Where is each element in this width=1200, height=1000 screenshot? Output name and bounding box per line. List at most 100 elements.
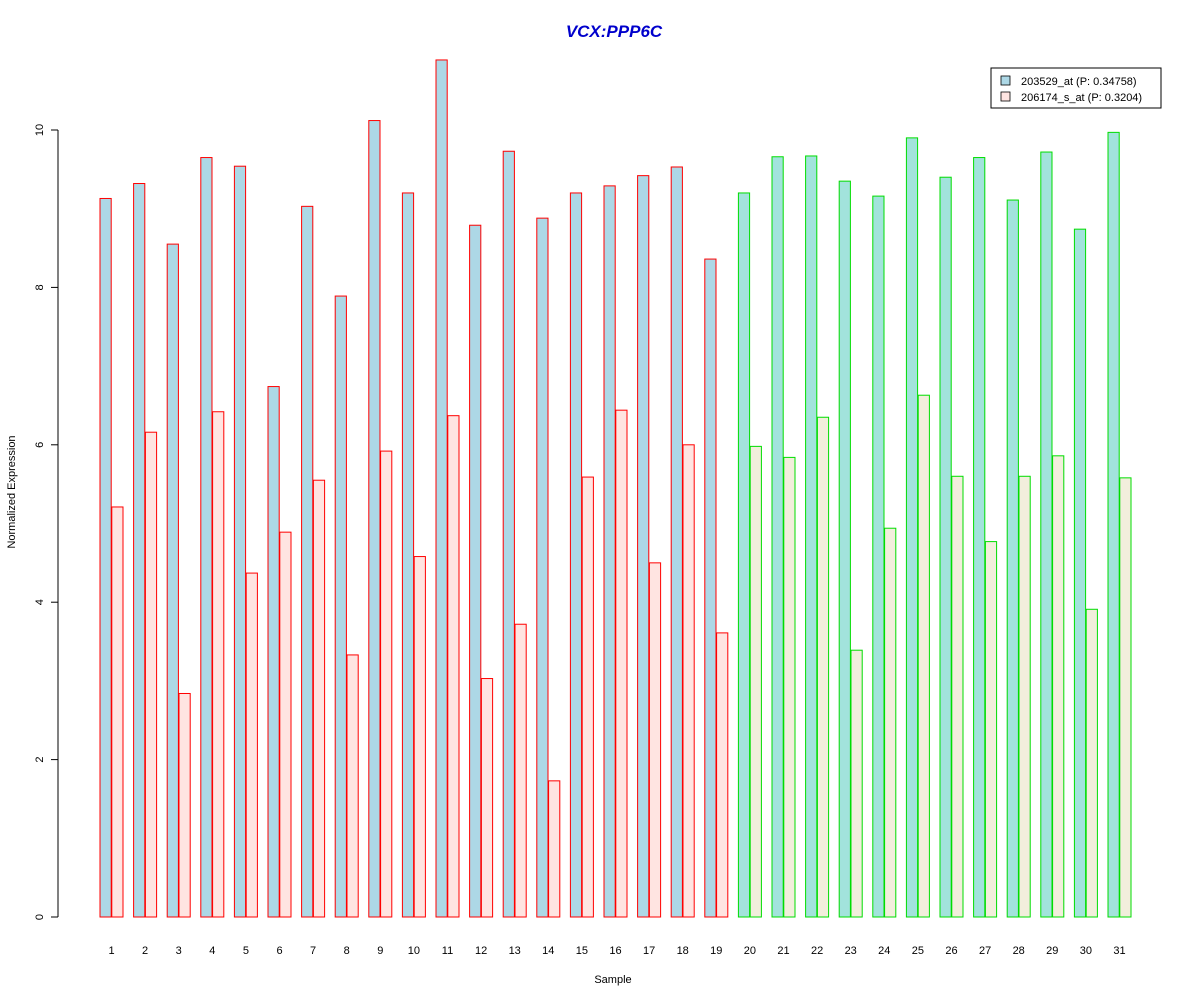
bars: [99, 59, 1132, 918]
legend: 203529_at (P: 0.34758) 206174_s_at (P: 0.…: [990, 67, 1162, 109]
bar-series2-20: [749, 445, 762, 918]
x-tick-label-18: 18: [677, 945, 689, 957]
x-tick-label-21: 21: [777, 945, 789, 957]
bar-series2-3: [178, 692, 191, 918]
bar-series2-15: [581, 476, 594, 918]
bar-series2-19: [716, 632, 729, 918]
bar-series1-7: [301, 205, 314, 918]
bar-series1-10: [401, 192, 415, 918]
y-axis-tick-label: 4: [34, 599, 46, 605]
x-tick-label-29: 29: [1046, 945, 1058, 957]
x-tick-label-28: 28: [1013, 945, 1025, 957]
legend-label-2: 206174_s_at (P: 0.3204): [1021, 92, 1142, 104]
bar-series1-18: [670, 166, 683, 918]
bar-series1-21: [771, 156, 784, 918]
bar-series2-12: [480, 678, 494, 918]
bar-series1-5: [233, 165, 247, 918]
bar-series1-8: [334, 295, 347, 918]
bar-series2-30: [1085, 608, 1098, 918]
x-tick-label-27: 27: [979, 945, 991, 957]
bar-series1-2: [133, 183, 146, 918]
bar-series1-24: [872, 195, 885, 918]
bar-series1-29: [1040, 151, 1053, 918]
x-tick-label-5: 5: [243, 945, 249, 957]
bar-series1-13: [502, 150, 515, 918]
y-axis-label: Normalized Expression: [6, 435, 18, 548]
bar-series1-3: [166, 243, 179, 918]
x-tick-label-16: 16: [609, 945, 621, 957]
bar-series2-6: [279, 531, 292, 918]
bar-series2-29: [1052, 455, 1065, 918]
bar-series2-22: [816, 416, 830, 918]
x-axis-tick-labels: 1 2 3 4 5 6 7 8 9 10 11 12 13 14 15 16 17 18 19 20 21 22 23 24 2…: [108, 945, 1125, 957]
x-tick-label-20: 20: [744, 945, 756, 957]
bar-series1-12: [469, 224, 482, 918]
x-tick-label-11: 11: [442, 945, 453, 957]
bar-series2-21: [783, 456, 796, 918]
x-tick-label-9: 9: [377, 945, 383, 957]
bar-series1-4: [200, 157, 213, 918]
x-tick-label-19: 19: [710, 945, 722, 957]
x-tick-label-4: 4: [209, 945, 215, 957]
x-tick-label-7: 7: [310, 945, 316, 957]
bar-series1-16: [603, 185, 616, 918]
y-axis-tick-label: 10: [34, 124, 46, 136]
x-tick-label-12: 12: [475, 945, 487, 957]
bar-series1-30: [1073, 228, 1087, 918]
x-tick-label-25: 25: [912, 945, 924, 957]
bar-series1-23: [838, 180, 851, 918]
bar-series2-13: [514, 623, 527, 918]
bar-series1-27: [973, 157, 986, 918]
bar-series1-28: [1006, 199, 1019, 918]
bar-series2-28: [1018, 475, 1031, 918]
bar-series1-1: [99, 197, 112, 918]
bar-series1-9: [368, 120, 381, 918]
bar-series1-15: [569, 192, 583, 918]
x-tick-label-13: 13: [509, 945, 521, 957]
bar-series1-11: [435, 59, 448, 918]
y-axis: 0 2 4 6 8 10: [34, 124, 59, 920]
bar-series1-17: [637, 175, 650, 918]
y-axis-tick-label: 8: [34, 284, 46, 290]
bar-series2-11: [447, 415, 460, 918]
x-tick-label-17: 17: [643, 945, 655, 957]
bar-series2-7: [312, 479, 326, 918]
x-tick-label-14: 14: [542, 945, 554, 957]
legend-box: [990, 67, 1162, 109]
y-axis-tick-label: 6: [34, 442, 46, 448]
bar-series2-1: [111, 506, 124, 918]
bar-series2-8: [346, 654, 359, 918]
x-tick-label-26: 26: [945, 945, 957, 957]
x-tick-label-24: 24: [878, 945, 890, 957]
x-tick-label-15: 15: [576, 945, 588, 957]
bar-series1-14: [536, 217, 549, 918]
bar-series2-10: [413, 556, 426, 918]
x-tick-label-1: 1: [108, 945, 114, 957]
x-tick-label-3: 3: [176, 945, 182, 957]
bar-series1-19: [704, 258, 717, 918]
x-tick-label-8: 8: [344, 945, 350, 957]
bar-series2-4: [212, 411, 225, 918]
bar-series2-14: [548, 780, 561, 918]
bar-series2-23: [850, 649, 863, 918]
bar-series2-9: [380, 450, 393, 918]
x-tick-label-23: 23: [845, 945, 857, 957]
bar-series1-6: [267, 386, 280, 918]
y-axis-tick-label: 2: [34, 757, 46, 763]
bar-series2-17: [648, 562, 662, 918]
legend-label-1: 203529_at (P: 0.34758): [1021, 76, 1137, 88]
bar-series1-20: [737, 192, 751, 918]
bar-series2-16: [615, 409, 628, 918]
x-tick-label-31: 31: [1113, 945, 1125, 957]
bar-series1-26: [939, 176, 952, 918]
y-axis-tick-label: 0: [34, 914, 46, 920]
x-tick-label-2: 2: [142, 945, 148, 957]
bar-series1-22: [805, 155, 818, 918]
bar-series2-31: [1119, 477, 1132, 918]
bar-series2-26: [951, 475, 964, 918]
x-axis-label: Sample: [594, 974, 631, 986]
bar-series2-18: [682, 444, 695, 918]
legend-swatch-1: [1000, 75, 1011, 86]
bar-series2-25: [917, 394, 930, 918]
